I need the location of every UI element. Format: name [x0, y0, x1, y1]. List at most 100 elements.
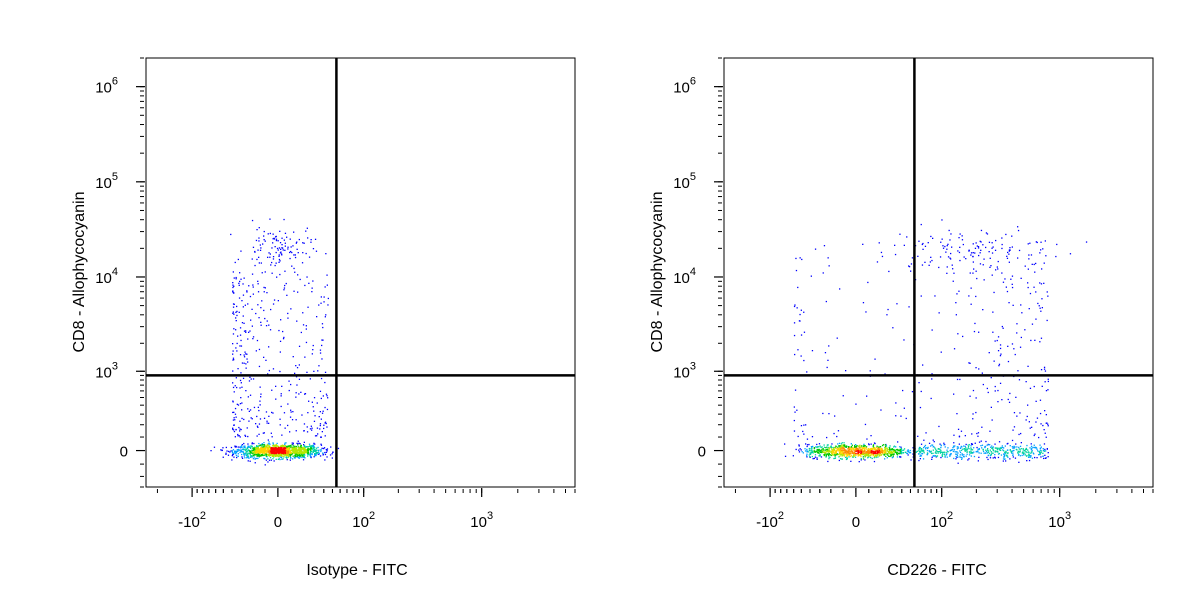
event-dot	[237, 453, 239, 455]
event-dot	[849, 451, 851, 453]
event-dot	[260, 450, 262, 453]
event-dot	[245, 390, 247, 392]
event-dot	[878, 449, 880, 451]
event-dot	[814, 456, 817, 458]
event-dot	[284, 449, 286, 451]
event-dot	[845, 452, 847, 454]
event-dot	[293, 451, 295, 453]
event-dot	[1011, 246, 1013, 248]
event-dot	[287, 248, 289, 250]
event-dot	[306, 453, 309, 455]
event-dot	[844, 454, 846, 456]
event-dot	[994, 385, 996, 388]
event-dot	[289, 452, 291, 455]
event-dot	[957, 462, 959, 464]
event-dot	[281, 385, 283, 387]
event-dot	[856, 450, 858, 452]
event-dot	[931, 259, 933, 262]
event-dot	[278, 261, 280, 263]
event-dot	[826, 451, 829, 453]
y-axis-label: CD8 - Allophycocyanin	[71, 192, 88, 353]
y-tick-label: 104	[95, 266, 118, 287]
event-dot	[1007, 442, 1009, 445]
event-dot	[1007, 449, 1009, 451]
event-dot	[987, 458, 989, 461]
event-dot	[926, 449, 929, 452]
event-dot	[831, 450, 833, 452]
event-dot	[285, 282, 287, 285]
event-dot	[843, 442, 845, 444]
event-dot	[907, 450, 910, 453]
y-tick-label: 103	[95, 360, 118, 381]
event-dot	[947, 243, 949, 245]
event-dot	[1034, 447, 1037, 449]
event-dot	[956, 413, 958, 415]
event-dot	[301, 262, 304, 264]
event-dot	[948, 229, 950, 232]
x-axis-ticks: -102 0 102 103	[178, 488, 493, 531]
event-dot	[263, 309, 265, 312]
event-dot	[987, 391, 989, 394]
x-tick-exponent: 2	[947, 510, 953, 522]
event-dot	[1028, 308, 1030, 310]
event-dot	[970, 448, 973, 450]
event-dot	[301, 414, 303, 416]
event-dot	[872, 445, 874, 447]
event-dot	[980, 249, 982, 251]
event-dot	[235, 320, 237, 322]
event-dot	[267, 461, 269, 463]
y-tick-exponent: 3	[690, 360, 696, 372]
event-dot	[997, 260, 999, 263]
event-dot	[946, 245, 948, 247]
event-dot	[236, 305, 238, 308]
event-dot	[970, 443, 973, 445]
event-dot	[259, 452, 261, 455]
event-dot	[1027, 365, 1029, 367]
event-dot	[858, 445, 860, 447]
event-dot	[234, 419, 236, 421]
event-dot	[239, 334, 242, 336]
event-dot	[269, 253, 271, 255]
event-dot	[918, 448, 920, 450]
event-dot	[287, 454, 289, 456]
event-dot	[988, 241, 991, 243]
event-dot	[290, 308, 292, 310]
event-dot	[293, 456, 295, 458]
event-dot	[863, 450, 866, 452]
event-dot	[232, 411, 234, 414]
event-dot	[884, 451, 886, 453]
x-tick-exponent: 2	[778, 510, 784, 522]
event-dot	[319, 390, 322, 392]
event-dot	[898, 450, 900, 452]
event-dot	[932, 237, 934, 239]
event-dot	[826, 366, 828, 369]
event-dot	[252, 447, 254, 449]
event-dot	[287, 448, 289, 450]
event-dot	[1008, 249, 1011, 251]
event-dot	[819, 445, 821, 447]
event-dot	[316, 435, 318, 437]
event-dot	[294, 456, 296, 459]
event-dot	[1012, 452, 1014, 454]
event-dot	[233, 411, 235, 413]
event-dot	[271, 247, 273, 249]
event-dot	[907, 449, 909, 451]
event-dot	[256, 446, 258, 448]
event-dot	[937, 448, 940, 450]
event-dot	[240, 447, 242, 449]
event-dot	[296, 453, 298, 456]
event-dot	[1010, 450, 1013, 452]
event-dot	[1045, 436, 1047, 438]
event-dot	[257, 304, 259, 306]
event-dot	[273, 449, 275, 451]
event-dot	[278, 254, 280, 256]
x-tick-label: 0	[274, 514, 282, 531]
event-dot	[305, 451, 308, 453]
event-dot	[1008, 250, 1010, 252]
event-dot	[946, 272, 948, 274]
event-dot	[276, 451, 278, 453]
event-dot	[293, 254, 295, 256]
event-dot	[252, 338, 254, 340]
event-dot	[1013, 426, 1016, 428]
event-dot	[878, 450, 880, 452]
